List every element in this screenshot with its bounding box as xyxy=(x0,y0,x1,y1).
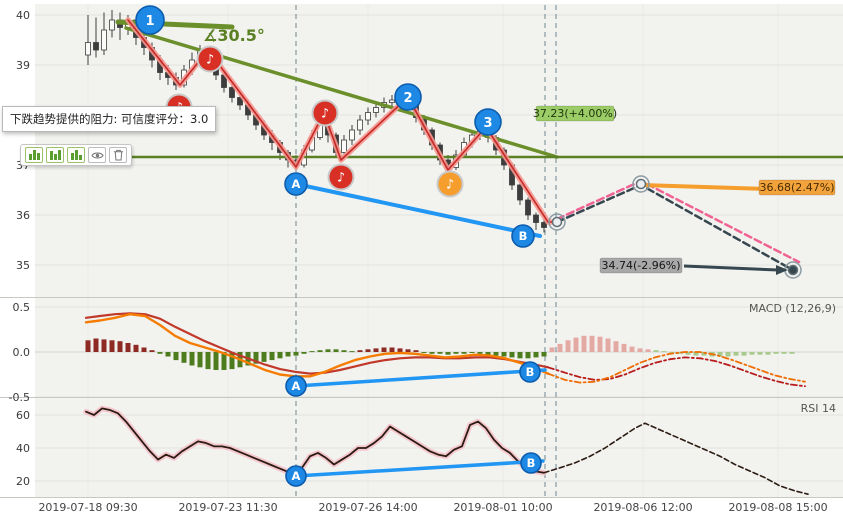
svg-text:A: A xyxy=(292,469,301,483)
time-guides xyxy=(295,5,557,497)
macd-lines xyxy=(84,312,806,388)
svg-text:2019-07-18 09:30: 2019-07-18 09:30 xyxy=(38,501,137,514)
svg-text:40: 40 xyxy=(16,9,30,22)
svg-text:40: 40 xyxy=(16,442,30,455)
target-mid-label[interactable]: 36.68(2.47%) xyxy=(758,179,836,196)
svg-text:1: 1 xyxy=(145,14,154,29)
candle-pattern-icon xyxy=(28,150,40,160)
signal-tooltip-text: 下跌趋势提供的阻力: 可信度评分：3.0 xyxy=(10,112,209,126)
panel-backgrounds xyxy=(35,4,843,497)
wave-point-2-price[interactable]: 2 xyxy=(394,83,422,111)
delete-button[interactable] xyxy=(109,147,127,163)
pattern-template-3-button[interactable] xyxy=(67,147,85,163)
svg-text:-0.5: -0.5 xyxy=(9,391,30,404)
svg-text:2019-07-23 11:30: 2019-07-23 11:30 xyxy=(178,501,277,514)
svg-text:35: 35 xyxy=(16,259,30,272)
svg-text:2019-07-26 14:00: 2019-07-26 14:00 xyxy=(318,501,417,514)
svg-text:39: 39 xyxy=(16,59,30,72)
macd-axis-labels: 0.5 0.0 -0.5 xyxy=(9,301,30,404)
wave-point-a-macd[interactable]: A xyxy=(285,375,307,397)
wave-point-a-price[interactable]: A xyxy=(284,172,308,196)
trash-icon xyxy=(113,149,124,161)
svg-text:2019-08-06 12:00: 2019-08-06 12:00 xyxy=(593,501,692,514)
candle-pattern-icon xyxy=(70,150,82,160)
svg-text:B: B xyxy=(519,229,528,243)
svg-text:2019-08-08 15:00: 2019-08-08 15:00 xyxy=(728,501,827,514)
music-note-icon: ♪ xyxy=(321,107,329,122)
time-axis-labels: 2019-07-18 09:30 2019-07-23 11:30 2019-07-… xyxy=(38,501,827,514)
svg-text:2: 2 xyxy=(403,91,412,106)
svg-text:∡30.5°: ∡30.5° xyxy=(203,26,265,45)
wave-point-1-price[interactable]: 1 xyxy=(135,5,165,35)
svg-text:2019-08-01 10:00: 2019-08-01 10:00 xyxy=(453,501,552,514)
svg-text:34.74(-2.96%): 34.74(-2.96%) xyxy=(602,259,681,272)
visibility-button[interactable] xyxy=(88,147,106,163)
pattern-marker[interactable]: ♪ xyxy=(311,99,339,127)
wave-point-3-price[interactable]: 3 xyxy=(474,108,502,136)
wave-point-b-rsi[interactable]: B xyxy=(520,452,542,474)
rsi-axis-labels: 60 40 20 xyxy=(16,409,30,488)
ab-trendline-price[interactable] xyxy=(294,182,542,238)
forecast-flat-orange[interactable] xyxy=(639,183,770,191)
wave-point-b-macd[interactable]: B xyxy=(519,361,541,383)
wave-point-a-rsi[interactable]: A xyxy=(285,465,307,487)
svg-text:B: B xyxy=(527,456,536,470)
svg-text:A: A xyxy=(292,379,301,393)
svg-text:0.0: 0.0 xyxy=(13,346,31,359)
target-down-label[interactable]: 34.74(-2.96%) xyxy=(599,257,788,275)
annotation-toolbar xyxy=(20,144,132,166)
pattern-template-1-button[interactable] xyxy=(25,147,43,163)
ab-trendline-rsi[interactable] xyxy=(294,459,545,478)
signal-tooltip: 下跌趋势提供的阻力: 可信度评分：3.0 xyxy=(2,106,217,132)
svg-text:37.23(+4.00%): 37.23(+4.00%) xyxy=(533,107,617,120)
ab-trendline-macd[interactable] xyxy=(294,368,547,388)
svg-text:B: B xyxy=(526,365,535,379)
svg-text:20: 20 xyxy=(16,475,30,488)
svg-text:60: 60 xyxy=(16,409,30,422)
music-note-icon: ♪ xyxy=(206,53,214,68)
gridlines xyxy=(0,4,843,498)
pattern-marker[interactable]: ♪ xyxy=(436,170,464,198)
svg-text:36: 36 xyxy=(16,209,30,222)
svg-text:A: A xyxy=(292,177,301,191)
pattern-template-2-button[interactable] xyxy=(46,147,64,163)
price-axis-labels: 403938373635 xyxy=(16,9,30,272)
rsi-lines xyxy=(83,405,809,496)
candle-pattern-icon xyxy=(49,150,61,160)
trend-angle-label: ∡30.5° xyxy=(203,26,265,45)
svg-text:3: 3 xyxy=(483,116,492,131)
music-note-icon: ♪ xyxy=(446,178,454,193)
macd-panel-title: MACD (12,26,9) xyxy=(749,302,836,315)
rsi-panel-title: RSI 14 xyxy=(801,402,836,415)
music-note-icon: ♪ xyxy=(337,171,345,186)
wave-point-b-price[interactable]: B xyxy=(511,224,535,248)
svg-text:0.5: 0.5 xyxy=(13,301,31,314)
pivot-markers[interactable] xyxy=(548,175,802,279)
pattern-marker[interactable]: ♪ xyxy=(327,163,355,191)
pattern-marker[interactable]: ♪ xyxy=(196,45,224,73)
target-up-label[interactable]: 37.23(+4.00%) xyxy=(533,105,617,122)
eye-icon xyxy=(90,150,104,161)
svg-text:36.68(2.47%): 36.68(2.47%) xyxy=(759,181,834,194)
panel-titles: MACD (12,26,9) RSI 14 xyxy=(749,302,836,415)
